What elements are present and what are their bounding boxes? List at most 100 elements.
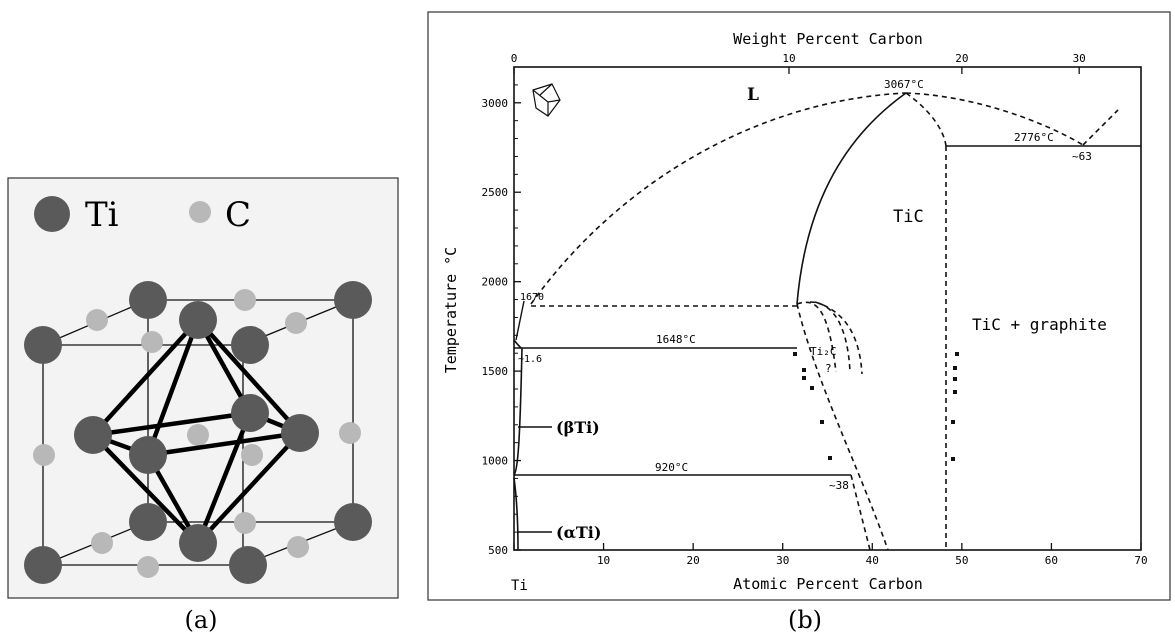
tic-boundary-lower xyxy=(850,474,871,551)
ti-atom xyxy=(334,503,372,541)
ti-atom xyxy=(334,281,372,319)
top-axis-title: Weight Percent Carbon xyxy=(733,30,923,48)
ti-atom xyxy=(229,546,267,584)
tic-solvus-left xyxy=(796,303,889,551)
bottom-tick-label: 60 xyxy=(1045,554,1058,567)
bottom-tick-label: 70 xyxy=(1134,554,1147,567)
plot-area xyxy=(513,66,1142,551)
left-tick-label: 500 xyxy=(488,544,508,557)
panel-b-frame xyxy=(427,11,1171,601)
ti-atom xyxy=(231,326,269,364)
tic-boundary-right xyxy=(905,92,947,147)
panel-a-caption: (a) xyxy=(184,606,217,634)
label-1-6: ~1.6 xyxy=(518,354,542,365)
top-tick-label: 0 xyxy=(511,52,518,65)
bottom-tick-label: 50 xyxy=(955,554,968,567)
data-point xyxy=(820,420,824,424)
data-point xyxy=(953,377,957,381)
ti-atom xyxy=(129,436,167,474)
bottom-tick-label: 10 xyxy=(597,554,610,567)
data-point xyxy=(951,457,955,461)
panel-b: Weight Percent Carbon Atomic Percent Car… xyxy=(427,11,1171,634)
ti-atom xyxy=(179,524,217,562)
label-tic-graphite: TiC + graphite xyxy=(972,315,1107,334)
panel-a: Ti C xyxy=(7,177,399,634)
c-atom xyxy=(141,331,163,353)
ti2c-boundary-2 xyxy=(809,301,851,373)
label-ti2c: Ti₂C xyxy=(810,345,837,358)
label-38: ~38 xyxy=(829,479,849,492)
c-atom xyxy=(285,312,307,334)
legend-c-atom-icon xyxy=(189,201,211,223)
bottom-axis-ticks: 10 20 30 40 50 60 70 xyxy=(513,543,1148,567)
label-beta-ti: (βTi) xyxy=(556,418,600,437)
legend-ti-atom-icon xyxy=(34,196,70,232)
y-axis-title: Temperature °C xyxy=(442,247,460,373)
label-1648: 1648°C xyxy=(656,333,696,346)
label-63: ~63 xyxy=(1072,150,1092,163)
c-atom xyxy=(234,289,256,311)
c-atom xyxy=(187,424,209,446)
legend-ti-label: Ti xyxy=(85,195,119,235)
phase-diagram-logo-icon xyxy=(532,83,561,117)
beta-ti-solvus xyxy=(513,339,522,349)
top-tick-label: 30 xyxy=(1073,52,1086,65)
ti-atom xyxy=(129,281,167,319)
ti-atom xyxy=(231,394,269,432)
ti2c-boundary-3 xyxy=(814,301,863,375)
label-tic: TiC xyxy=(893,207,924,227)
left-tick-label: 2500 xyxy=(482,186,509,199)
label-alpha-ti: (αTi) xyxy=(556,523,601,542)
data-point xyxy=(802,368,806,372)
data-point xyxy=(955,352,959,356)
octahedron-bonds xyxy=(90,317,303,546)
data-point xyxy=(802,376,806,380)
c-atoms-back xyxy=(33,289,361,578)
ti-atom xyxy=(179,301,217,339)
c-atom xyxy=(234,512,256,534)
panel-b-caption: (b) xyxy=(788,606,822,634)
ti-atom xyxy=(281,414,319,452)
data-point xyxy=(953,366,957,370)
c-atom xyxy=(33,444,55,466)
data-point xyxy=(951,420,955,424)
label-liquid: L xyxy=(747,85,759,105)
ti-atom xyxy=(24,546,62,584)
top-tick-label: 20 xyxy=(955,52,968,65)
c-atom xyxy=(137,556,159,578)
data-point xyxy=(810,386,814,390)
bottom-tick-label: 20 xyxy=(687,554,700,567)
left-axis-ticks: 500 1000 1500 2000 2500 3000 xyxy=(482,84,521,557)
data-point xyxy=(793,352,797,356)
bottom-tick-label: 40 xyxy=(866,554,879,567)
top-tick-label: 10 xyxy=(782,52,795,65)
ti-atom xyxy=(129,503,167,541)
data-point xyxy=(828,456,832,460)
label-1670: 1670 xyxy=(520,292,544,303)
ti-atoms-corners xyxy=(24,281,372,584)
top-axis-ticks: 0 10 20 30 xyxy=(511,52,1086,74)
label-3067: 3067°C xyxy=(884,78,924,91)
alpha-ti-boundary xyxy=(513,477,519,551)
bottom-axis-title: Atomic Percent Carbon xyxy=(733,575,923,593)
legend-c-label: C xyxy=(225,195,251,235)
phase-boundaries xyxy=(513,92,1141,551)
ti-atom xyxy=(24,326,62,364)
experimental-points xyxy=(793,352,959,461)
liquidus-left xyxy=(530,92,907,305)
left-tick-label: 3000 xyxy=(482,97,509,110)
c-atom xyxy=(339,422,361,444)
c-atom xyxy=(86,309,108,331)
ti-atoms-face-centers xyxy=(74,301,319,562)
c-atom xyxy=(241,444,263,466)
left-tick-label: 2000 xyxy=(482,276,509,289)
label-920: 920°C xyxy=(655,461,688,474)
label-2776: 2776°C xyxy=(1014,131,1054,144)
c-atom xyxy=(91,532,113,554)
label-ti: Ti xyxy=(511,578,528,594)
alpha-ti-solvus xyxy=(513,347,523,476)
c-atom xyxy=(287,536,309,558)
tic-solidus-left xyxy=(796,92,907,305)
data-point xyxy=(953,390,957,394)
bottom-tick-label: 30 xyxy=(776,554,789,567)
